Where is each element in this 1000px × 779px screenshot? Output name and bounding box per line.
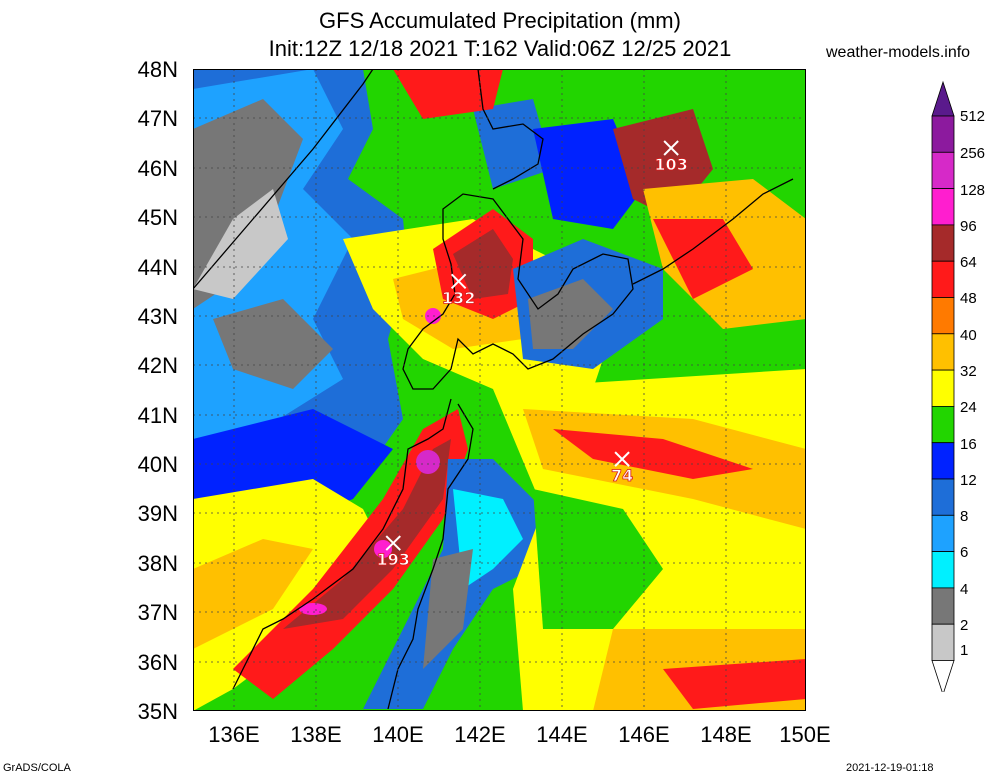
- footer-timestamp: 2021-12-19-01:18: [846, 762, 934, 774]
- lon-label: 144E: [536, 722, 588, 747]
- colorbar-swatch: [931, 224, 955, 262]
- colorbar-label: 2: [960, 617, 969, 634]
- lon-label: 136E: [208, 722, 260, 747]
- colorbar-swatch: [931, 297, 955, 335]
- max-marker: 132: [442, 273, 476, 308]
- colorbar-label: 12: [960, 472, 977, 489]
- colorbar-label: 32: [960, 363, 977, 380]
- colorbar-swatch: [931, 151, 955, 190]
- lon-label: 138E: [290, 722, 342, 747]
- lat-label: 47N: [137, 106, 178, 131]
- colorbar-label: 128: [960, 182, 986, 199]
- colorbar-swatch: [931, 188, 955, 226]
- colorbar-swatch: [931, 333, 955, 371]
- max-marker: 193: [376, 535, 410, 569]
- lat-label: 39N: [137, 501, 178, 526]
- lat-label: 40N: [137, 452, 178, 477]
- colorbar: [931, 80, 955, 692]
- precipitation-map: 132 103 74 193: [193, 69, 806, 711]
- colorbar-label: 1: [960, 642, 969, 659]
- colorbar-arrow-top: [931, 80, 955, 117]
- lat-label: 35N: [137, 699, 178, 724]
- colorbar-label: 256: [960, 145, 986, 162]
- colorbar-label: 16: [960, 436, 977, 453]
- lat-label: 38N: [137, 551, 178, 576]
- colorbar-label: 8: [960, 508, 969, 525]
- lat-label: 36N: [137, 650, 178, 675]
- colorbar-label: 512: [960, 108, 986, 125]
- lat-label: 48N: [137, 57, 178, 82]
- map-subtitle: Init:12Z 12/18 2021 T:162 Valid:06Z 12/2…: [268, 36, 732, 61]
- colorbar-arrow-bottom: [931, 660, 955, 692]
- colorbar-swatch: [931, 405, 955, 444]
- colorbar-label: 4: [960, 581, 969, 598]
- lat-label: 45N: [137, 205, 178, 230]
- max-marker: 103: [654, 140, 688, 174]
- footer-software: GrADS/COLA: [3, 762, 71, 774]
- colorbar-label: 24: [960, 399, 977, 416]
- colorbar-label: 6: [960, 544, 969, 561]
- lon-label: 150E: [779, 722, 831, 747]
- colorbar-swatch: [931, 442, 955, 480]
- max-marker-label: 103: [654, 155, 687, 174]
- max-marker-label: 132: [442, 288, 475, 307]
- colorbar-swatch: [931, 514, 955, 552]
- max-marker: 74: [611, 451, 634, 486]
- max-marker-label: 74: [611, 466, 633, 485]
- map-title: GFS Accumulated Precipitation (mm): [319, 8, 681, 33]
- lat-label: 42N: [137, 353, 178, 378]
- colorbar-swatch: [931, 369, 955, 407]
- lat-label: 44N: [137, 255, 178, 280]
- lat-label: 41N: [137, 403, 178, 428]
- lon-label: 148E: [700, 722, 752, 747]
- lat-label: 43N: [137, 304, 178, 329]
- colorbar-label: 40: [960, 327, 977, 344]
- colorbar-swatch: [931, 115, 955, 153]
- source-label: weather-models.info: [826, 44, 971, 61]
- lon-label: 140E: [372, 722, 424, 747]
- colorbar-label: 96: [960, 218, 977, 235]
- lat-label: 37N: [137, 600, 178, 625]
- max-markers: 132 103 74 193: [376, 140, 688, 569]
- lon-label: 142E: [454, 722, 506, 747]
- colorbar-swatch: [931, 551, 955, 589]
- colorbar-swatch: [931, 260, 955, 298]
- colorbar-swatch: [931, 587, 955, 625]
- colorbar-swatch: [931, 478, 955, 516]
- colorbar-label: 64: [960, 254, 977, 271]
- lat-label: 46N: [137, 156, 178, 181]
- colorbar-swatch: [931, 623, 955, 661]
- max-marker-label: 193: [377, 550, 410, 569]
- lon-label: 146E: [618, 722, 670, 747]
- colorbar-label: 48: [960, 290, 977, 307]
